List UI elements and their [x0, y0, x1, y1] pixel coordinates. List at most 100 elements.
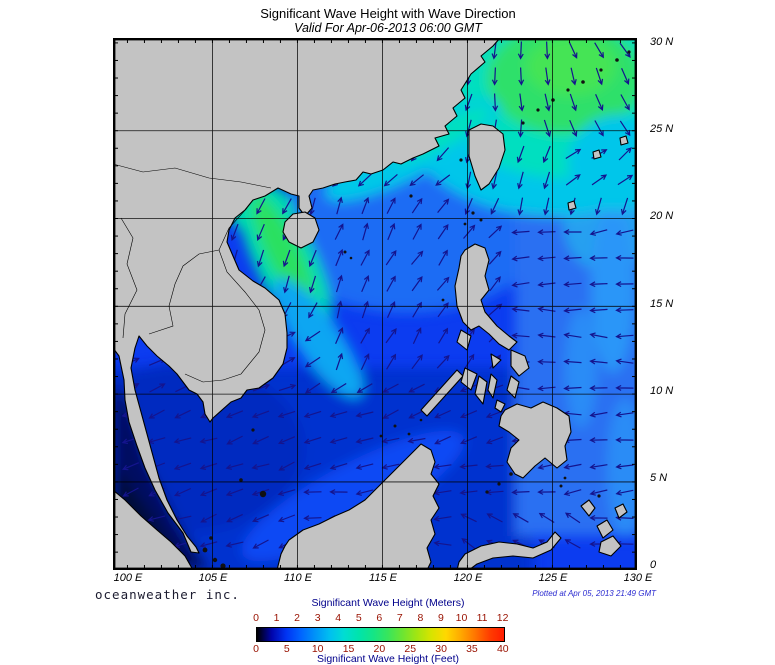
wave-direction-arrow	[589, 281, 608, 288]
wave-direction-arrow	[543, 171, 551, 190]
wave-direction-arrow	[565, 148, 582, 160]
wave-direction-arrow	[329, 463, 348, 470]
wave-direction-arrow	[438, 327, 449, 344]
wave-direction-arrow	[433, 463, 452, 470]
wave-direction-arrow	[334, 223, 344, 240]
latitude-label: 30 N	[650, 36, 674, 48]
meters-tick: 5	[355, 612, 362, 624]
feet-tick: 15	[342, 643, 355, 655]
latitude-label: 0	[650, 559, 657, 572]
legend-meters-title: Significant Wave Height (Meters)	[311, 597, 465, 609]
wave-direction-arrow	[543, 119, 552, 138]
wave-direction-arrow	[512, 513, 529, 523]
wave-direction-arrow	[361, 275, 370, 293]
wave-direction-arrow	[563, 307, 582, 314]
wave-direction-arrow	[488, 250, 502, 265]
wave-direction-arrow	[517, 41, 524, 60]
wave-direction-arrow	[409, 174, 424, 187]
wave-direction-arrow	[569, 93, 578, 112]
wave-direction-arrow	[565, 174, 581, 186]
wave-direction-arrow	[542, 145, 551, 164]
wave-direction-arrow	[309, 275, 317, 294]
wave-direction-arrow	[355, 489, 374, 496]
wave-direction-arrow	[615, 254, 634, 261]
wave-direction-arrow	[435, 174, 451, 186]
wave-direction-arrow	[230, 223, 239, 242]
wave-direction-arrow	[589, 489, 608, 496]
wave-direction-arrow	[199, 437, 218, 444]
meters-tick: 12	[496, 612, 509, 624]
wave-direction-arrow	[304, 382, 321, 394]
meters-tick: 3	[314, 612, 321, 624]
wave-direction-arrow	[199, 462, 218, 470]
wave-direction-arrow	[382, 383, 399, 393]
wave-direction-arrow	[518, 67, 525, 86]
wave-direction-arrow	[485, 436, 504, 445]
wave-direction-arrow	[355, 463, 374, 470]
wave-direction-arrow	[595, 93, 604, 111]
wave-direction-arrow	[615, 437, 634, 443]
wave-direction-arrow	[282, 198, 292, 215]
wave-direction-arrow	[303, 410, 322, 419]
wave-direction-arrow	[278, 383, 297, 392]
wave-direction-arrow	[615, 384, 634, 391]
wave-direction-arrow	[412, 223, 422, 240]
wave-direction-arrow	[511, 255, 530, 262]
wave-direction-arrow	[335, 327, 344, 345]
wave-direction-arrow	[511, 332, 530, 339]
wave-direction-arrow	[200, 513, 217, 523]
wave-direction-arrow	[335, 352, 344, 371]
wave-direction-arrow	[518, 93, 525, 112]
meters-tick: 9	[438, 612, 444, 624]
wave-direction-arrow	[459, 489, 478, 496]
wave-direction-arrow	[464, 197, 473, 215]
wave-direction-arrow	[463, 224, 476, 239]
longitude-label: 110 E	[284, 572, 312, 584]
wave-direction-arrow	[225, 541, 244, 548]
meters-tick: 4	[335, 612, 342, 624]
wave-direction-arrow	[589, 463, 608, 470]
wave-direction-arrow	[303, 436, 322, 445]
wave-height-map	[113, 38, 637, 570]
wave-direction-arrow	[511, 489, 530, 496]
wave-direction-arrow	[283, 275, 290, 294]
wave-direction-arrow	[360, 327, 370, 344]
wave-direction-arrow	[434, 409, 451, 419]
wave-direction-arrow	[122, 462, 140, 471]
wave-direction-arrow	[356, 383, 373, 393]
wave-direction-arrow	[563, 229, 582, 235]
wave-direction-arrow	[386, 301, 396, 319]
wave-direction-arrow	[563, 255, 582, 262]
wave-direction-arrow	[252, 383, 271, 392]
wave-direction-arrow	[511, 281, 530, 288]
meters-tick: 0	[253, 612, 259, 624]
wave-direction-arrow	[251, 410, 270, 419]
longitude-label: 100 E	[113, 572, 143, 584]
feet-tick: 30	[435, 643, 447, 655]
wave-direction-arrow	[589, 411, 608, 418]
wave-direction-arrow	[485, 463, 504, 470]
wave-direction-arrow	[385, 249, 397, 266]
wave-direction-arrow	[308, 302, 318, 319]
wave-direction-arrow	[148, 409, 165, 419]
wave-direction-arrow	[621, 67, 630, 85]
legend-feet-title: Significant Wave Height (Feet)	[316, 653, 459, 665]
wave-direction-arrow	[620, 94, 630, 111]
wave-direction-arrow	[174, 487, 192, 497]
longitude-label: 115 E	[369, 572, 397, 584]
wave-direction-arrow	[225, 488, 244, 497]
wave-direction-arrow	[252, 435, 269, 445]
wave-direction-arrow	[570, 67, 577, 86]
wave-direction-arrow	[407, 437, 426, 444]
wave-direction-arrow	[437, 223, 449, 240]
feet-tick: 0	[253, 643, 259, 655]
wave-direction-arrow	[438, 249, 448, 266]
wave-direction-arrow	[335, 248, 344, 267]
wave-direction-arrow	[357, 173, 372, 187]
wave-direction-arrow	[564, 539, 581, 549]
wave-direction-arrow	[277, 489, 296, 496]
wave-direction-arrow	[615, 358, 634, 365]
wave-direction-arrow	[411, 354, 423, 370]
wave-direction-arrow	[595, 197, 602, 216]
wave-direction-arrow	[589, 514, 608, 521]
